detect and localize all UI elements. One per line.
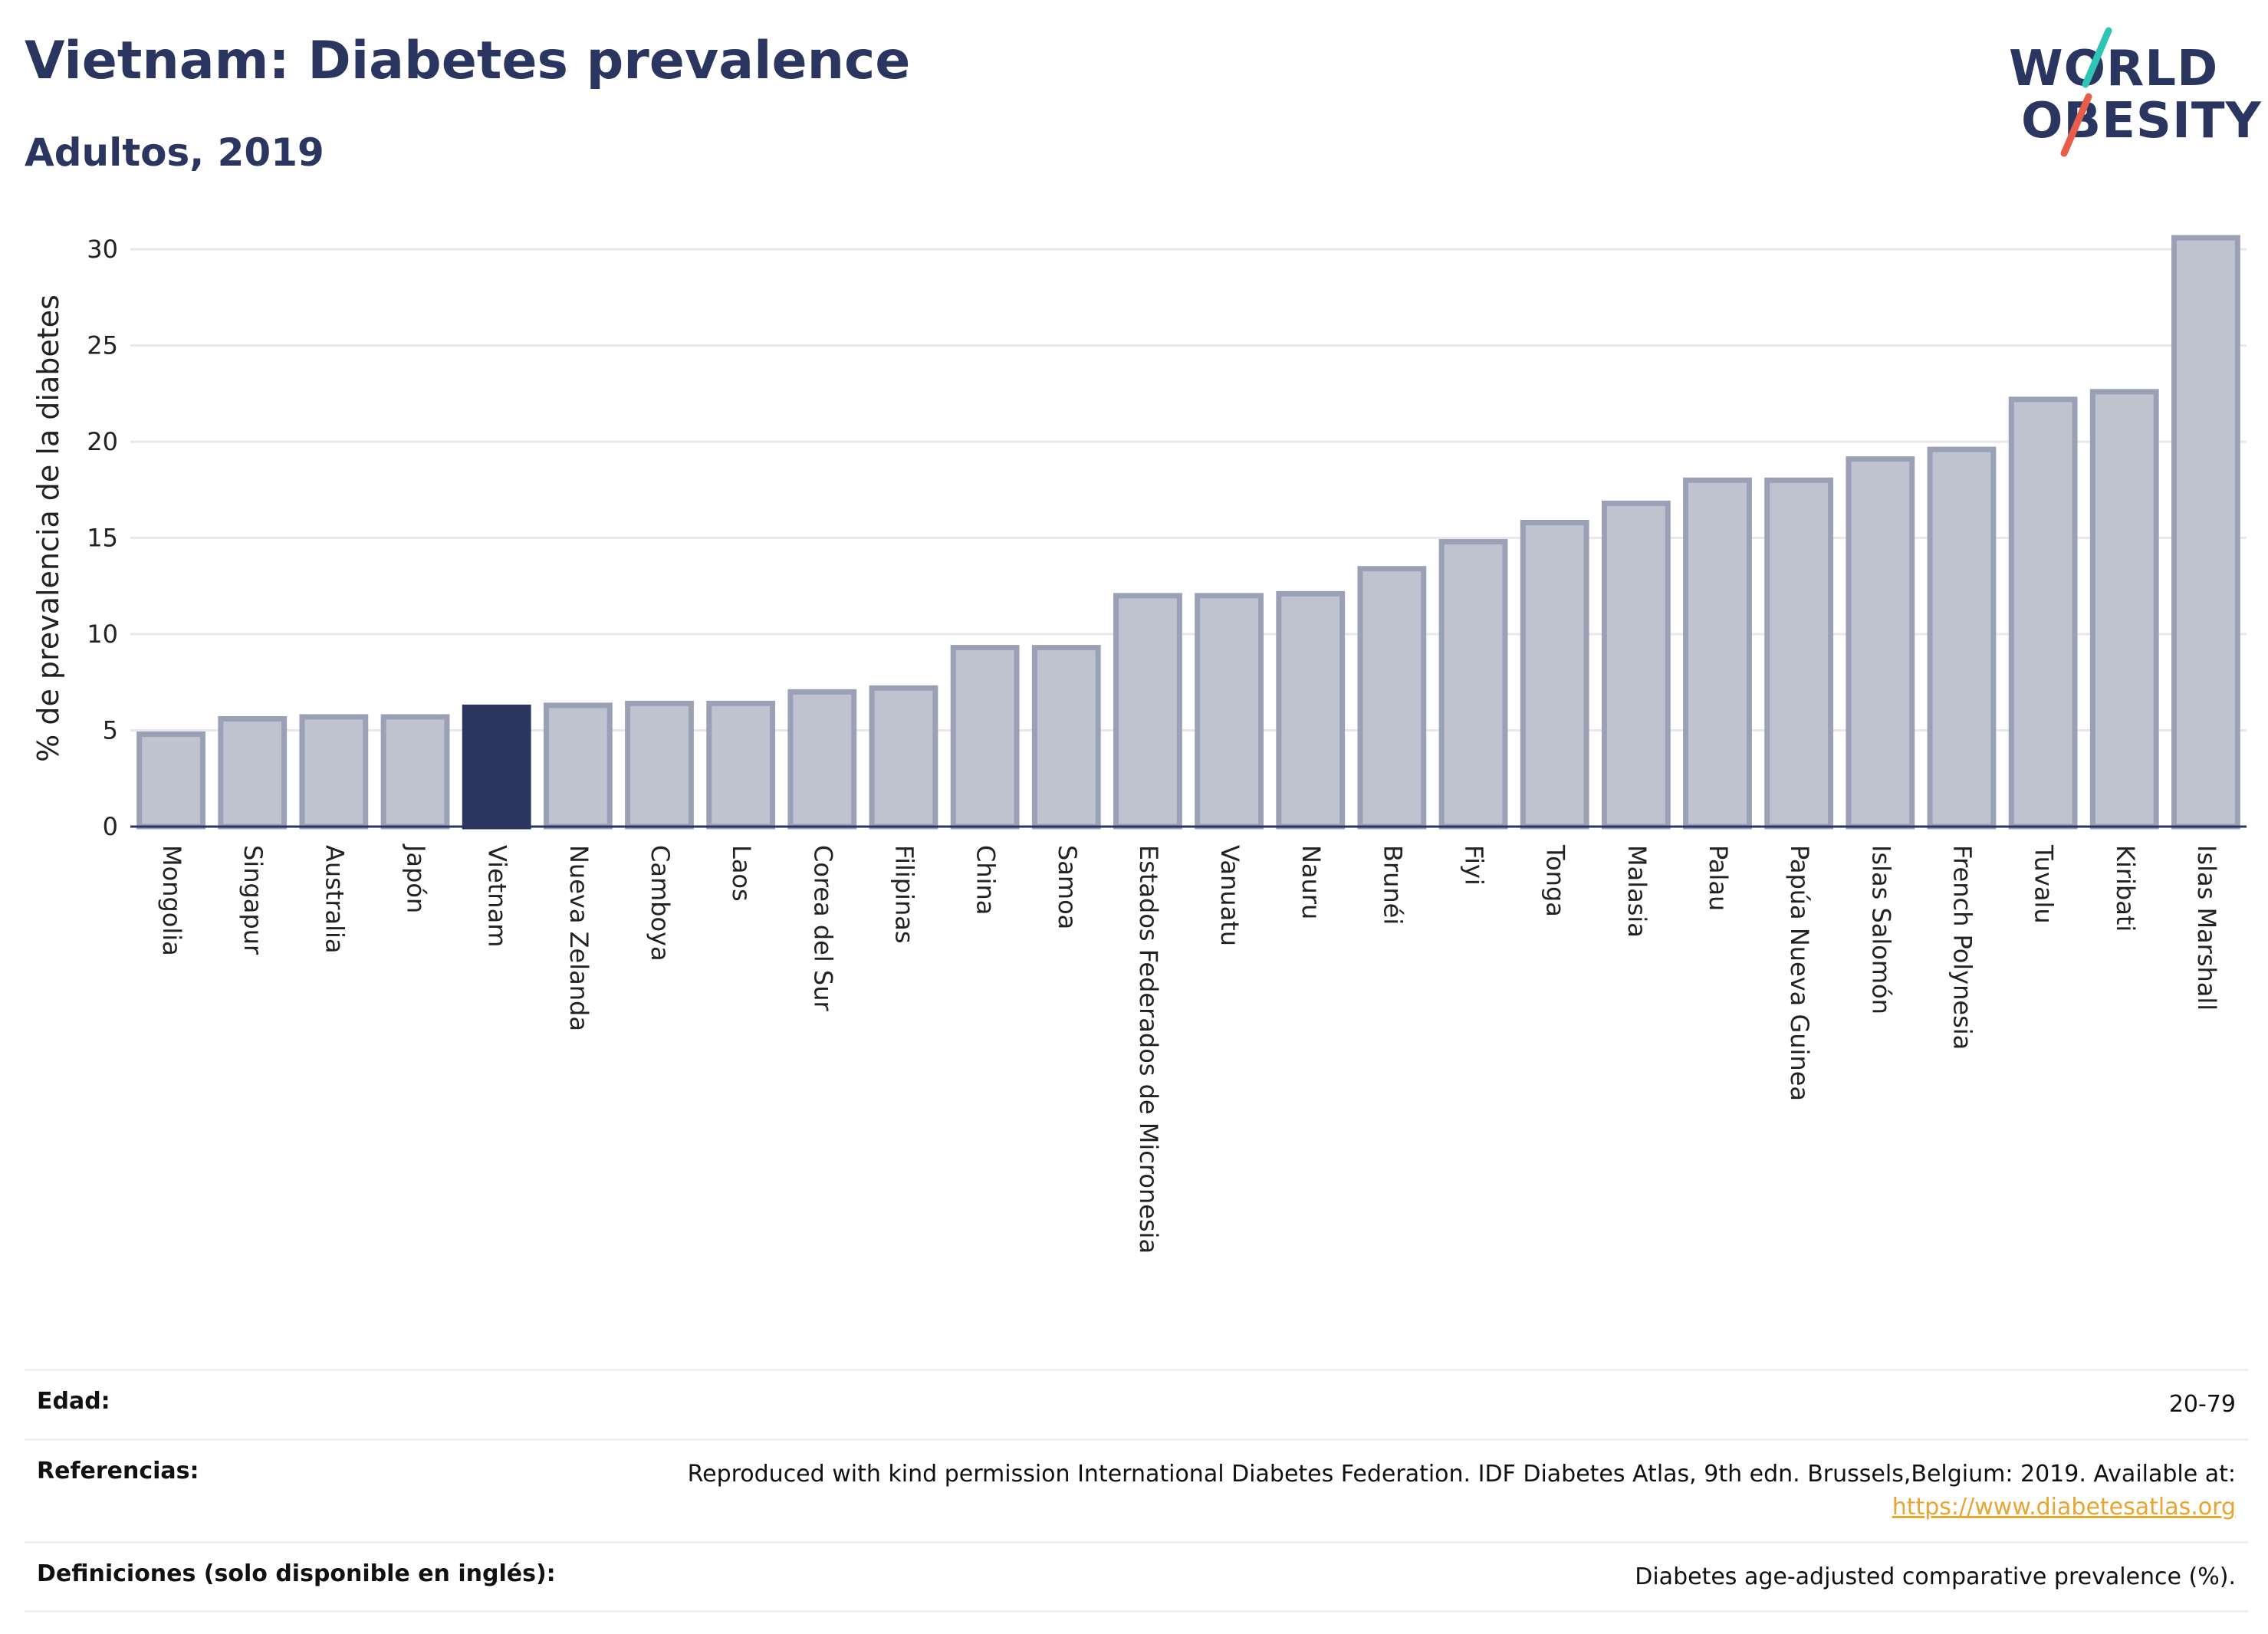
category-label: Nauru (1297, 845, 1326, 919)
bar-samoa[interactable] (1031, 645, 1101, 830)
references-text: Reproduced with kind permission Internat… (687, 1460, 2236, 1488)
bar-singapur[interactable] (218, 715, 288, 830)
category-label: Mongolia (157, 845, 186, 956)
info-table: Edad: 20-79 Referencias: Reproduced with… (25, 1369, 2248, 1613)
category-label: Malasia (1622, 845, 1652, 938)
chart-title: Vietnam: Diabetes prevalence (25, 31, 911, 91)
logo-line-1: WORLD (2009, 41, 2219, 97)
category-label: Islas Marshall (2192, 845, 2221, 1011)
bar-nauru[interactable] (1276, 590, 1346, 830)
references-value-block: Reproduced with kind permission Internat… (688, 1458, 2236, 1524)
bar-australia[interactable] (299, 714, 369, 830)
world-obesity-logo: WORLD OBESITY (1994, 23, 2261, 161)
bar-laos[interactable] (706, 700, 776, 830)
bar-tonga[interactable] (1520, 519, 1589, 830)
category-label: Samoa (1053, 845, 1082, 929)
logo-line-2: OBESITY (2021, 93, 2262, 150)
category-label: French Polynesia (1948, 845, 1977, 1050)
info-row-references: Referencias: Reproduced with kind permis… (25, 1441, 2248, 1544)
y-axis-label: % de prevalencia de la diabetes (31, 294, 65, 762)
references-label: Referencias: (37, 1457, 199, 1484)
category-label: Islas Salomón (1866, 845, 1895, 1014)
category-label: Palau (1704, 845, 1733, 911)
category-label: Papúa Nueva Guinea (1785, 845, 1814, 1101)
bar-kiribati[interactable] (2089, 389, 2159, 830)
logo-slash-icon (2060, 27, 2112, 157)
age-value: 20-79 (2168, 1391, 2236, 1418)
bars (136, 235, 2240, 830)
bar-malasia[interactable] (1601, 500, 1671, 830)
bar-jap-n[interactable] (380, 714, 450, 830)
category-label: Nueva Zelanda (564, 845, 593, 1031)
category-label: Tuvalu (2030, 844, 2059, 924)
category-label: Japón (402, 843, 431, 913)
y-tick-label: 25 (87, 331, 118, 360)
category-label: Estados Federados de Micronesia (1134, 845, 1163, 1254)
bar-vietnam[interactable] (462, 704, 531, 830)
bar-mongolia[interactable] (136, 732, 205, 830)
category-label: Australia (320, 845, 349, 954)
bar-corea-del-sur[interactable] (787, 689, 857, 830)
y-tick-label: 15 (87, 524, 118, 553)
category-label: Filipinas (889, 845, 919, 944)
diabetes-atlas-link[interactable]: https://www.diabetesatlas.org (1892, 1494, 2236, 1521)
bar-filipinas[interactable] (869, 685, 938, 830)
category-label: Brunéi (1378, 845, 1407, 925)
info-row-definitions: Definiciones (solo disponible en inglés)… (25, 1544, 2248, 1613)
y-tick-label: 10 (87, 620, 118, 649)
bar-vanuatu[interactable] (1195, 593, 1264, 830)
bar-estados-federados-de-micronesia[interactable] (1113, 593, 1182, 830)
bar-camboya[interactable] (625, 700, 694, 830)
bar-tuvalu[interactable] (2008, 396, 2078, 830)
category-label: Laos (727, 845, 756, 902)
chart-subtitle: Adultos, 2019 (25, 130, 324, 175)
category-label: Singapur (238, 845, 268, 955)
bar-pap-a-nueva-guinea[interactable] (1764, 477, 1834, 830)
definitions-value: Diabetes age-adjusted comparative preval… (1635, 1563, 2236, 1590)
labels: 0 5 10 15 20 25 30 Mongolia Singapur Australia Jap… (31, 235, 2221, 1254)
age-label: Edad: (37, 1388, 110, 1415)
category-label: Fiyi (1460, 845, 1489, 886)
bar-nueva-zelanda[interactable] (543, 702, 613, 830)
bar-brun-i[interactable] (1357, 566, 1427, 830)
bar-french-polynesia[interactable] (1927, 446, 1997, 830)
bar-china[interactable] (950, 645, 1020, 830)
category-label: Corea del Sur (808, 845, 837, 1012)
bar-chart: 0 5 10 15 20 25 30 Mongolia Singapur Australia Jap… (31, 235, 2247, 1254)
definitions-label: Definiciones (solo disponible en inglés)… (37, 1560, 556, 1587)
y-tick-label: 0 (103, 812, 118, 841)
bar-islas-marshall[interactable] (2171, 235, 2240, 830)
bar-fiyi[interactable] (1438, 539, 1508, 830)
category-label: Vanuatu (1215, 845, 1244, 946)
category-label: Vietnam (483, 845, 512, 947)
bar-palau[interactable] (1683, 477, 1752, 830)
category-label: Kiribati (2111, 845, 2140, 932)
y-tick-label: 30 (87, 235, 118, 264)
bar-islas-salom-n[interactable] (1846, 456, 1915, 830)
category-label: China (971, 845, 1001, 915)
info-row-age: Edad: 20-79 (25, 1371, 2248, 1441)
y-tick-label: 20 (87, 427, 118, 456)
category-label: Tonga (1541, 844, 1570, 917)
y-tick-label: 5 (103, 716, 118, 745)
category-label: Camboya (646, 845, 675, 962)
